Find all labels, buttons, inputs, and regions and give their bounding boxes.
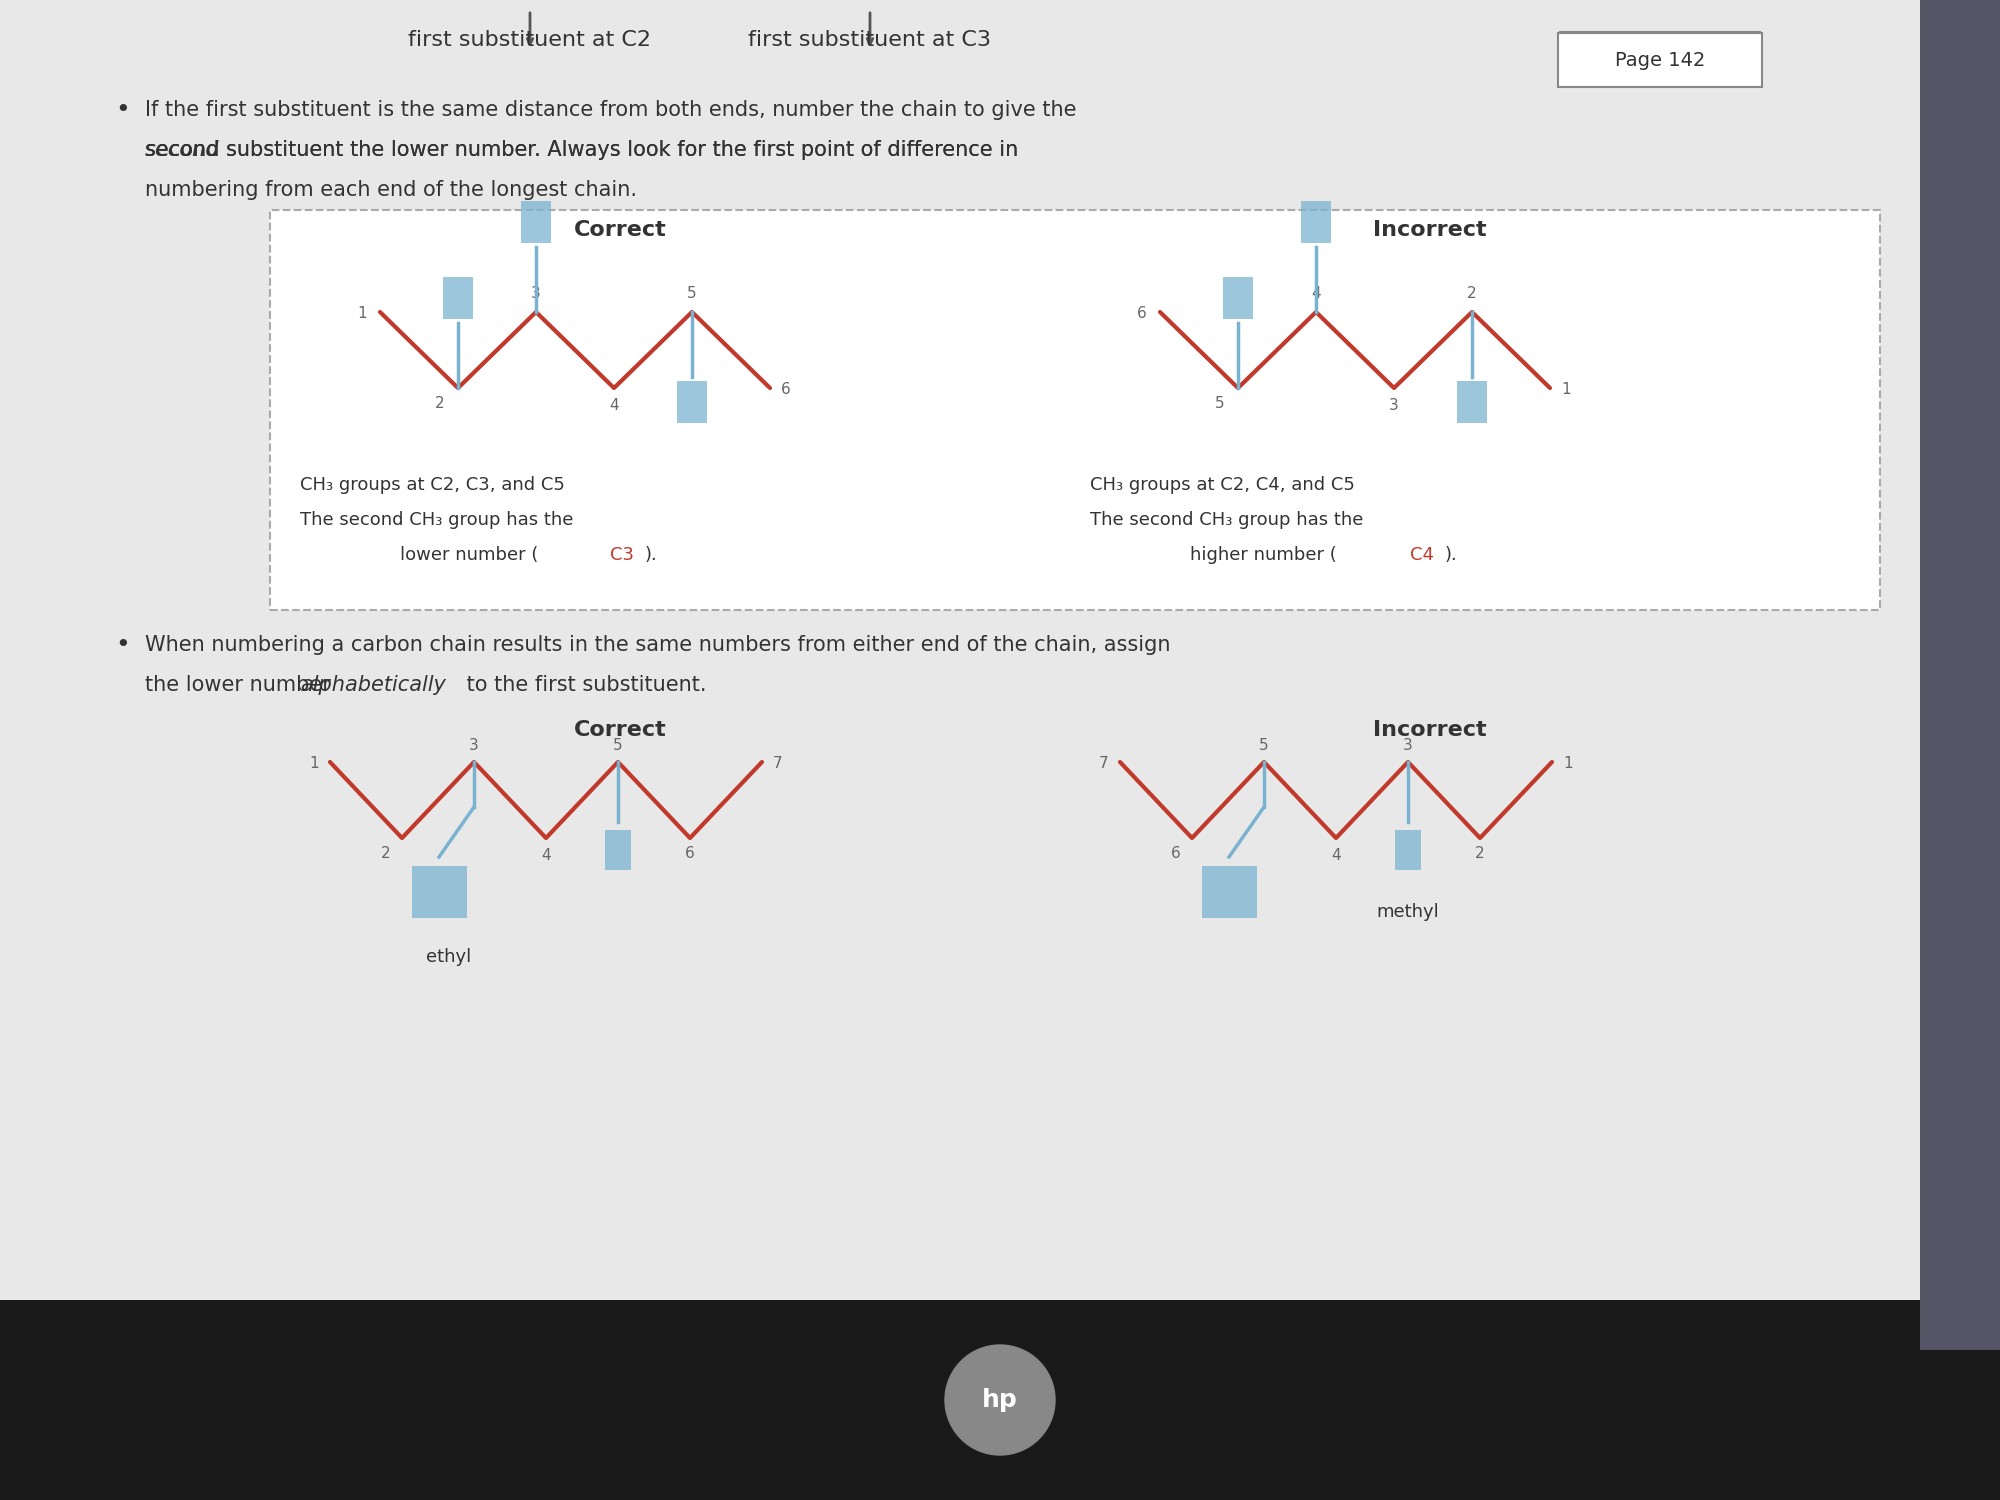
Bar (604, 830, 632, 870)
Text: Correct: Correct (574, 720, 666, 740)
Bar (0, 1300, 2000, 1500)
Text: ).: ). (644, 546, 658, 564)
Bar (676, 381, 708, 423)
Text: the lower number: the lower number (144, 675, 338, 694)
Text: •: • (116, 633, 130, 657)
Bar (520, 201, 552, 243)
Bar (1456, 381, 1488, 423)
Text: 4: 4 (1332, 847, 1340, 862)
Text: 2: 2 (382, 846, 390, 861)
Text: first substituent at C2: first substituent at C2 (408, 30, 652, 50)
Bar (1396, 830, 1420, 870)
Text: CH₃ groups at C2, C3, and C5: CH₃ groups at C2, C3, and C5 (300, 476, 564, 494)
FancyBboxPatch shape (0, 0, 2000, 1350)
Text: 2: 2 (1476, 846, 1484, 861)
Text: methyl: methyl (1376, 903, 1440, 921)
Text: 1: 1 (1564, 756, 1572, 771)
Text: The second CH₃ group has the: The second CH₃ group has the (300, 512, 574, 530)
Text: 4: 4 (1312, 286, 1320, 302)
Text: second substituent the lower number. Always look for the first point of differen: second substituent the lower number. Alw… (144, 140, 1018, 160)
Text: 3: 3 (470, 738, 478, 753)
FancyBboxPatch shape (270, 210, 1880, 610)
Text: 5: 5 (1260, 738, 1268, 753)
Bar (1202, 865, 1256, 918)
Text: 6: 6 (686, 846, 694, 861)
Text: 7: 7 (1100, 756, 1108, 771)
Text: 1: 1 (310, 756, 318, 771)
Bar (1300, 201, 1332, 243)
Bar (444, 278, 474, 320)
Text: 7: 7 (774, 756, 782, 771)
Text: •: • (116, 98, 130, 122)
Text: Page 142: Page 142 (1614, 51, 1706, 69)
Text: If the first substituent is the same distance from both ends, number the chain t: If the first substituent is the same dis… (144, 100, 1076, 120)
FancyBboxPatch shape (1558, 33, 1762, 87)
Text: hp: hp (982, 1388, 1018, 1411)
Text: ).: ). (1444, 546, 1458, 564)
Text: 6: 6 (1172, 846, 1180, 861)
Text: 2: 2 (1468, 286, 1476, 302)
Text: 1: 1 (1562, 382, 1570, 398)
Text: Incorrect: Incorrect (1374, 720, 1486, 740)
Text: 3: 3 (1404, 738, 1412, 753)
Text: 5: 5 (1216, 396, 1224, 411)
Text: ethyl: ethyl (426, 948, 472, 966)
Text: Incorrect: Incorrect (1374, 220, 1486, 240)
Text: higher number (: higher number ( (1190, 546, 1336, 564)
Text: 1: 1 (358, 306, 366, 321)
Text: alphabetically: alphabetically (300, 675, 446, 694)
Text: 4: 4 (610, 399, 618, 414)
Text: second substituent the lower number. Always look for the first point of differen: second substituent the lower number. Alw… (144, 140, 1018, 160)
Text: to the first substituent.: to the first substituent. (460, 675, 706, 694)
Text: 3: 3 (1390, 399, 1398, 414)
Text: 6: 6 (1138, 306, 1146, 321)
Text: 2: 2 (436, 396, 444, 411)
Text: The second CH₃ group has the: The second CH₃ group has the (1090, 512, 1364, 530)
Text: C3: C3 (610, 546, 634, 564)
Text: CH₃ groups at C2, C4, and C5: CH₃ groups at C2, C4, and C5 (1090, 476, 1354, 494)
Text: second: second (144, 140, 220, 160)
Text: 3: 3 (532, 286, 540, 302)
Text: 4: 4 (542, 847, 550, 862)
Text: lower number (: lower number ( (400, 546, 538, 564)
Text: Correct: Correct (574, 220, 666, 240)
Text: numbering from each end of the longest chain.: numbering from each end of the longest c… (144, 180, 636, 200)
Bar (412, 865, 466, 918)
Circle shape (946, 1346, 1056, 1455)
Text: 6: 6 (782, 382, 790, 398)
Text: first substituent at C3: first substituent at C3 (748, 30, 992, 50)
Text: C4: C4 (1410, 546, 1434, 564)
Text: When numbering a carbon chain results in the same numbers from either end of the: When numbering a carbon chain results in… (144, 634, 1170, 656)
Bar (1920, 0, 2000, 1350)
Bar (1224, 278, 1252, 320)
Text: 5: 5 (614, 738, 622, 753)
Text: 5: 5 (688, 286, 696, 302)
